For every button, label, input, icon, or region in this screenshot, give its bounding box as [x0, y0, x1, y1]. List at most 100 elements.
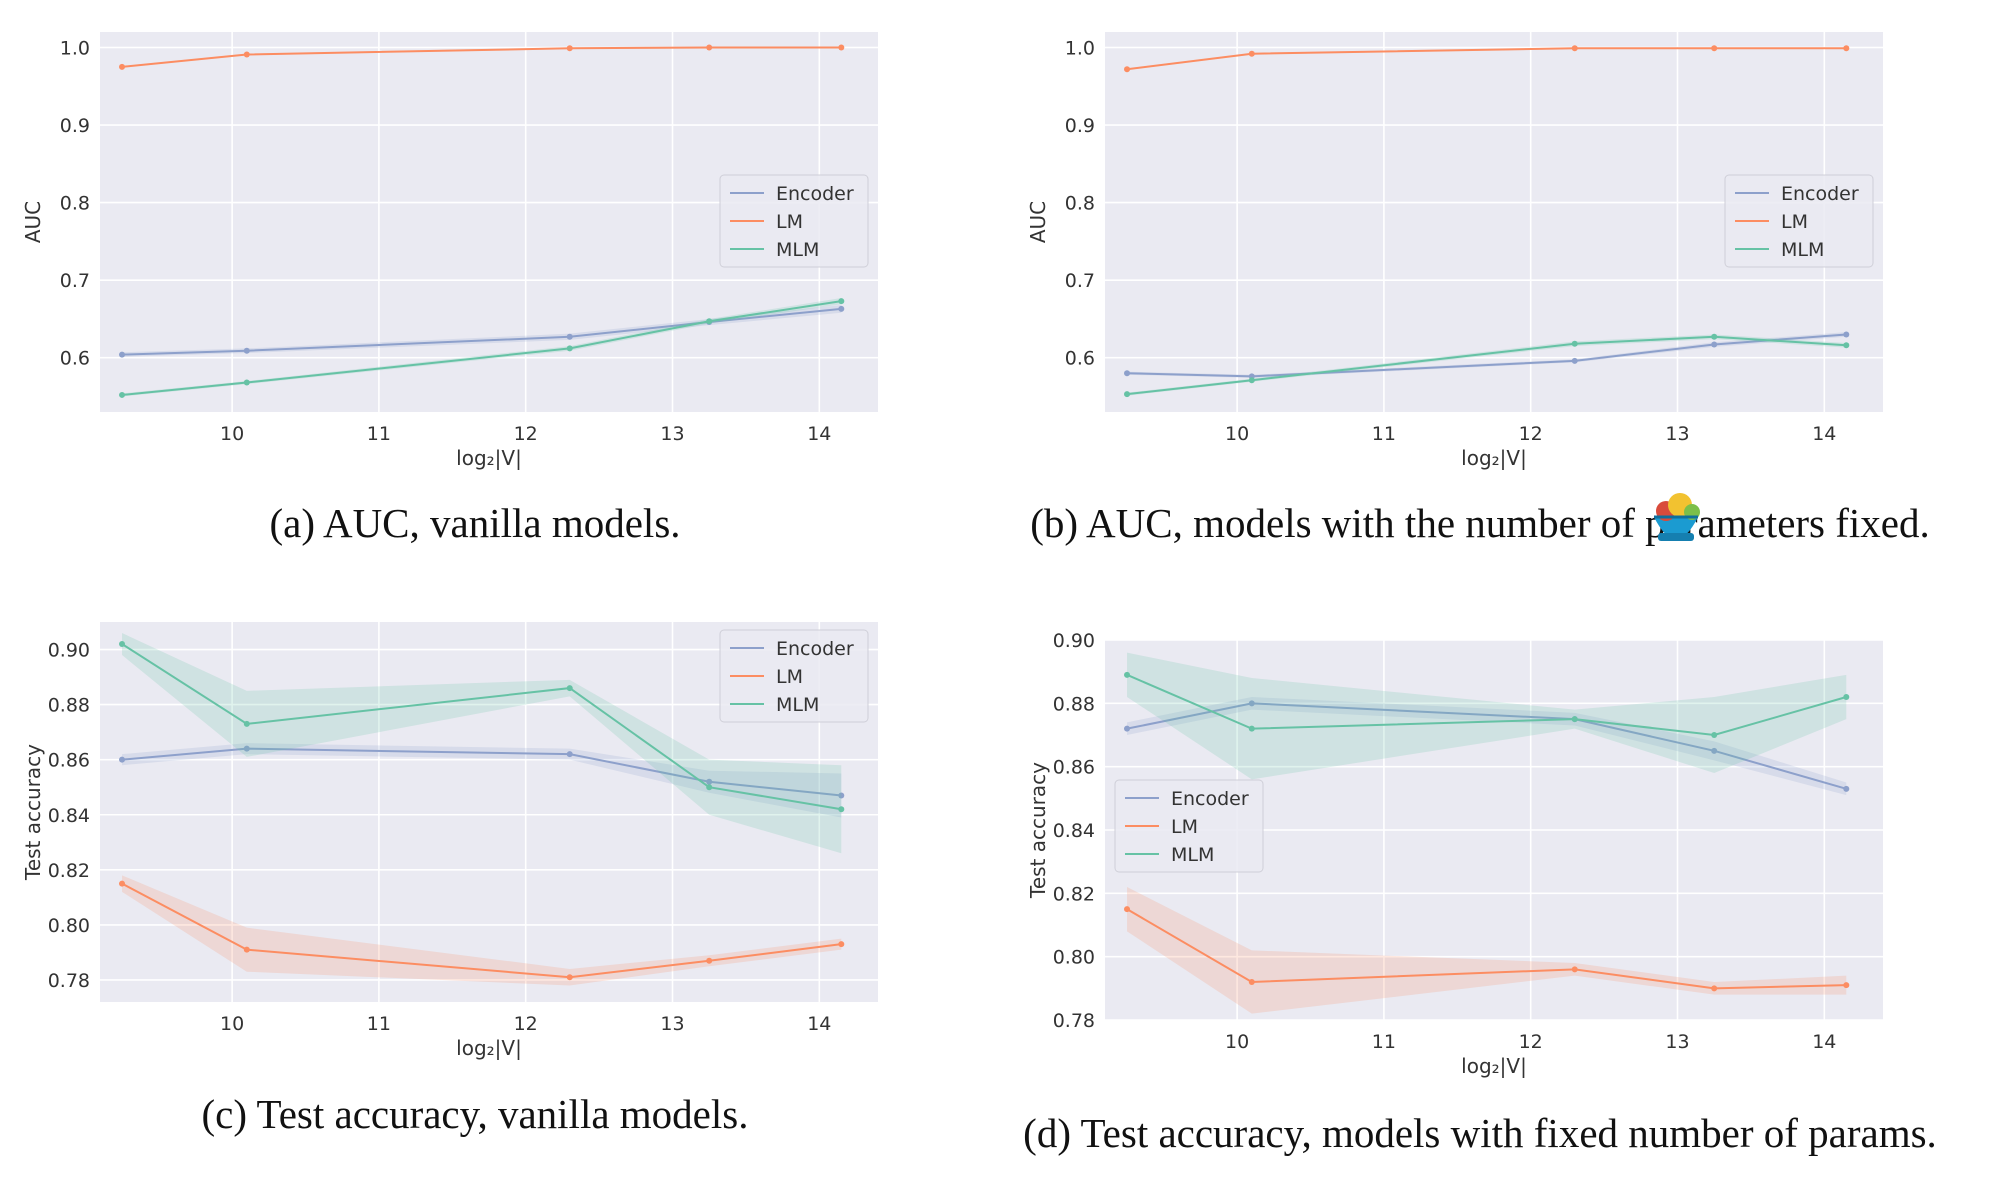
data-point-lm [1124, 906, 1131, 913]
legend-label-encoder: Encoder [1781, 183, 1859, 205]
data-point-encoder [1843, 331, 1850, 338]
y-tick-label: 0.90 [1053, 630, 1095, 652]
data-point-mlm [119, 391, 126, 398]
x-tick-label: 14 [807, 423, 831, 445]
chart-panel-d: 10 11 12 13 14 0.78 0.80 0.82 0.84 0.86 0.88 0.90 lo… [1023, 630, 1937, 1156]
data-point-mlm [1571, 716, 1578, 723]
y-tick-label: 1.0 [1065, 38, 1095, 60]
y-tick-label: 0.86 [48, 750, 90, 772]
series-band-mlm [122, 633, 842, 854]
y-tick-label: 0.82 [1053, 883, 1095, 905]
x-tick-label: 10 [1225, 423, 1249, 445]
y-tick-label: 0.84 [48, 805, 90, 827]
data-point-mlm [838, 298, 845, 305]
data-point-mlm [1248, 725, 1255, 732]
subfigure-caption: (b) AUC, models with the number of param… [1030, 500, 1930, 546]
y-tick-label: 0.82 [48, 860, 90, 882]
x-tick-label: 11 [367, 1013, 391, 1035]
data-point-encoder [566, 333, 573, 340]
y-tick-label: 0.6 [60, 348, 90, 370]
series-band-encoder [1127, 697, 1847, 796]
data-point-lm [1248, 50, 1255, 57]
x-tick-label: 12 [514, 1013, 538, 1035]
data-point-encoder [1711, 341, 1718, 348]
y-tick-label: 0.9 [60, 115, 90, 137]
y-tick-label: 0.7 [1065, 270, 1095, 292]
series-band-mlm [1127, 652, 1847, 780]
x-tick-label: 13 [660, 423, 684, 445]
x-axis-label: log₂|V| [1461, 446, 1527, 470]
data-point-mlm [706, 318, 713, 325]
x-tick-label: 10 [220, 1013, 244, 1035]
legend-label-mlm: MLM [1781, 239, 1824, 261]
data-point-encoder [1571, 357, 1578, 364]
data-point-mlm [1711, 333, 1718, 340]
x-tick-label: 11 [367, 423, 391, 445]
chart-panel-c: 10 11 12 13 14 0.78 0.80 0.82 0.84 0.86 0.88 0.90 lo… [21, 622, 878, 1137]
data-point-mlm [1124, 391, 1131, 398]
legend-label-lm: LM [776, 666, 803, 688]
data-point-lm [243, 51, 250, 58]
data-point-encoder [1843, 785, 1850, 792]
y-axis-label: AUC [21, 201, 45, 243]
y-tick-label: 0.9 [1065, 115, 1095, 137]
data-point-lm [1843, 982, 1850, 989]
data-point-lm [243, 946, 250, 953]
x-tick-label: 12 [514, 423, 538, 445]
x-axis-label: log₂|V| [456, 1036, 522, 1060]
data-point-encoder [838, 792, 845, 799]
legend-label-mlm: MLM [776, 239, 819, 261]
data-point-encoder [1248, 700, 1255, 707]
chart-panel-b: 10 11 12 13 14 0.6 0.7 0.8 0.9 1.0 log₂|V| AUC Encod… [1026, 32, 1930, 546]
data-point-lm [706, 957, 713, 964]
data-point-encoder [838, 305, 845, 312]
data-point-lm [838, 44, 845, 51]
legend-box [719, 629, 869, 723]
y-axis-label: Test accuracy [1026, 762, 1050, 899]
data-point-encoder [119, 351, 126, 358]
x-tick-label: 11 [1372, 1031, 1396, 1053]
data-point-mlm [119, 641, 126, 648]
y-tick-label: 0.80 [1053, 947, 1095, 969]
data-point-mlm [1571, 340, 1578, 347]
y-tick-label: 0.8 [60, 193, 90, 215]
x-tick-label: 10 [220, 423, 244, 445]
data-point-mlm [1124, 671, 1131, 678]
data-point-mlm [1711, 732, 1718, 738]
y-axis-label: AUC [1026, 201, 1050, 243]
legend: Encoder LM MLM [1114, 779, 1264, 873]
x-axis-label: log₂|V| [1461, 1054, 1527, 1078]
x-tick-label: 13 [1665, 423, 1689, 445]
y-tick-label: 0.7 [60, 270, 90, 292]
legend-box [1724, 174, 1874, 268]
data-point-encoder [1124, 370, 1131, 377]
y-tick-label: 0.6 [1065, 348, 1095, 370]
data-point-mlm [566, 685, 573, 692]
data-point-mlm [1248, 377, 1255, 384]
x-tick-label: 10 [1225, 1031, 1249, 1053]
x-tick-label: 11 [1372, 423, 1396, 445]
data-point-lm [566, 45, 573, 52]
data-point-lm [1124, 66, 1131, 73]
y-tick-label: 0.80 [48, 915, 90, 937]
legend-label-lm: LM [776, 211, 803, 233]
data-point-encoder [119, 756, 126, 763]
data-point-mlm [243, 720, 250, 727]
data-point-encoder [706, 778, 713, 785]
series-band-lm [122, 875, 842, 986]
legend-label-encoder: Encoder [1171, 788, 1249, 810]
legend-label-lm: LM [1781, 211, 1808, 233]
legend-box [1114, 779, 1264, 873]
legend-label-mlm: MLM [776, 694, 819, 716]
legend-label-lm: LM [1171, 816, 1198, 838]
data-point-lm [1248, 979, 1255, 985]
y-tick-label: 0.86 [1053, 757, 1095, 779]
data-point-lm [706, 44, 713, 51]
x-tick-label: 14 [1812, 1031, 1836, 1053]
x-tick-label: 13 [660, 1013, 684, 1035]
data-point-lm [119, 63, 126, 70]
y-tick-label: 0.88 [1053, 693, 1095, 715]
y-axis-label: Test accuracy [21, 744, 45, 881]
subfigure-caption: (d) Test accuracy, models with fixed num… [1023, 1110, 1937, 1156]
